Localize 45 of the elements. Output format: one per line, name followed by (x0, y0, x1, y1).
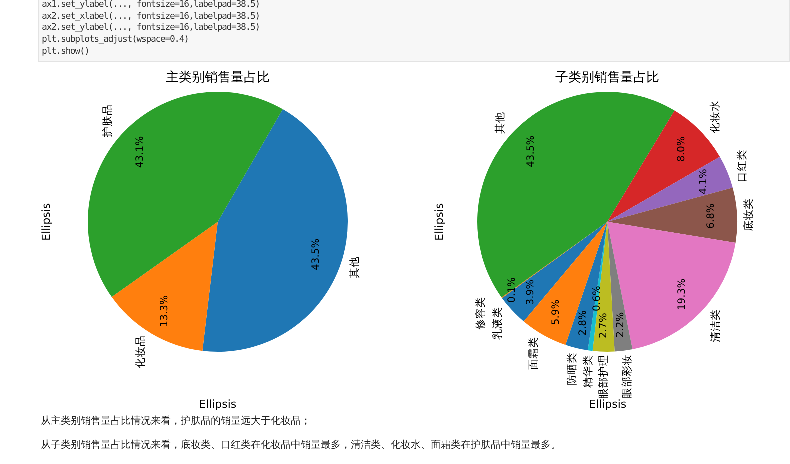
slice-label: 其他 (494, 112, 507, 134)
text: 从主类别销售量占比情况来看，护肤品的销量远大于化妆品； (41, 416, 311, 428)
data-label: 43.5% (310, 238, 322, 270)
chart-title: 主类别销售量占比 (166, 70, 270, 86)
data-label: 2.2% (615, 312, 626, 338)
slice-label: 清洁类 (708, 309, 722, 342)
text: Ellipsis (589, 398, 627, 411)
data-label: 43.5% (526, 136, 537, 168)
pie-slice (592, 222, 615, 352)
data-label: 0.6% (592, 286, 603, 312)
pie-slice (608, 222, 633, 352)
slice-label: 护肤品 (101, 104, 114, 139)
slice-label: 眼部彩妆 (620, 354, 634, 398)
text: Ellipsis (199, 398, 237, 411)
slice-label: 精华类 (582, 354, 595, 388)
data-label: 8.0% (676, 136, 688, 162)
slice-label: 底妆类 (742, 198, 756, 232)
slice-label: 眼部护理 (597, 355, 610, 400)
data-label: 4.1% (698, 169, 710, 195)
text: Ellipsis (433, 203, 446, 241)
data-label: 0.1% (507, 278, 518, 303)
pie-slice (524, 222, 608, 346)
data-label: 19.3% (676, 278, 688, 311)
pie-slice (588, 222, 608, 352)
slice-label: 化妆品 (135, 336, 148, 369)
slice-label: 乳液类 (491, 307, 504, 340)
slice-label: 修容类 (474, 296, 487, 330)
slice-label: 化妆水 (708, 100, 722, 134)
code-cell: ax1.set_ylabel(..., fontsize=16,labelpad=38.5) ax2.set_xlabel(..., fontsize=16,labelpad=38.5) ax2.set_ylabel(..., fontsize=16,labelpad=38.5) plt.subplots_adjust(wspace=0.4) plt.show() (38, 0, 790, 62)
chart-title: 子类别销售量占比 (556, 70, 660, 86)
data-label: 5.9% (550, 300, 562, 326)
text: 从子类别销售量占比情况来看，底妆类、口红类在化妆品中销量最多，清洁类、化妆水、面霜类在护肤品中销量最多。 (41, 440, 561, 452)
data-label: 2.7% (598, 313, 610, 339)
data-label: 6.8% (706, 204, 717, 229)
slice-label: 其他 (348, 256, 362, 279)
data-label: 43.1% (135, 136, 146, 168)
text: Ellipsis (40, 203, 53, 241)
pie-slice (202, 109, 348, 352)
slice-label: 防晒类 (565, 352, 578, 386)
data-label: 13.3% (159, 295, 170, 328)
slice-label: 口红类 (736, 149, 749, 182)
data-label: 2.8% (578, 310, 589, 336)
pie-slice (88, 92, 283, 298)
data-label: 3.9% (526, 280, 537, 306)
slice-label: 面霜类 (526, 337, 540, 370)
